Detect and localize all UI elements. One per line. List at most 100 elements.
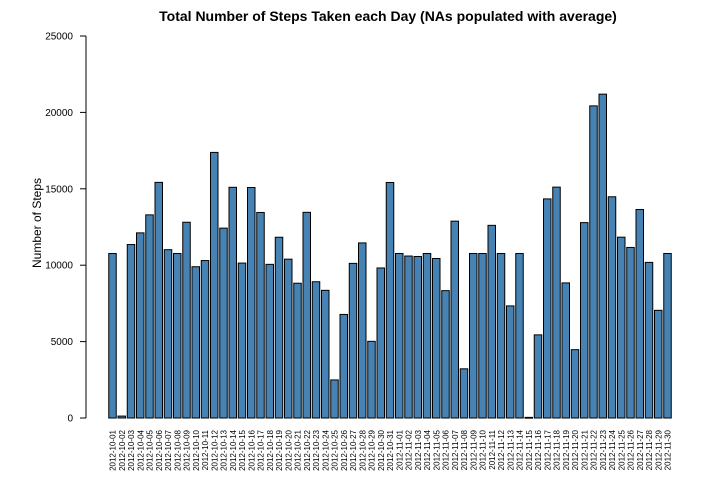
x-tick-label: 2012-10-09: [183, 429, 192, 470]
bar: [617, 236, 626, 419]
bar: [580, 222, 589, 419]
x-tick-label: 2012-10-13: [220, 429, 229, 470]
bar: [376, 267, 385, 419]
bar: [626, 246, 635, 419]
bar: [598, 93, 607, 419]
y-tick-label: 10000: [45, 261, 73, 272]
bar: [145, 214, 154, 419]
x-tick-label: 2012-11-30: [664, 429, 673, 470]
x-tick-label: 2012-10-27: [349, 429, 358, 470]
x-tick-label: 2012-10-25: [331, 429, 340, 470]
bar: [136, 232, 145, 419]
bar: [413, 255, 422, 419]
bar: [441, 290, 450, 419]
x-tick-label: 2012-11-16: [534, 429, 543, 470]
bar: [126, 244, 136, 419]
x-tick-label: 2012-11-24: [608, 429, 617, 470]
bar: [654, 309, 663, 419]
x-tick-label: 2012-10-24: [321, 429, 330, 470]
x-tick-label: 2012-11-22: [590, 429, 599, 470]
bar: [432, 257, 441, 419]
bar: [228, 186, 237, 419]
bar: [108, 252, 117, 419]
x-tick-label: 2012-10-11: [201, 429, 210, 470]
bar: [358, 242, 367, 419]
bar: [607, 196, 617, 419]
x-tick-label: 2012-11-03: [414, 429, 423, 470]
x-tick-label: 2012-10-30: [377, 429, 386, 470]
bar: [154, 181, 163, 419]
x-tick-label: 2012-11-29: [654, 429, 663, 470]
bar: [163, 249, 173, 419]
bar: [284, 258, 293, 419]
x-axis-tick-labels: 2012-10-01 2012-10-02 2012-10-03 2012-10-04…: [109, 429, 673, 470]
x-tick-label: 2012-10-03: [127, 429, 136, 470]
chart-title: Total Number of Steps Taken each Day (NA…: [159, 8, 617, 24]
x-tick-label: 2012-10-29: [368, 429, 377, 470]
bar: [589, 105, 598, 419]
bar: [302, 211, 311, 419]
y-tick-label: 5000: [51, 337, 74, 348]
x-tick-label: 2012-10-14: [229, 429, 238, 470]
x-tick-label: 2012-10-26: [340, 429, 349, 470]
bar: [237, 262, 247, 419]
y-axis-label: Number of Steps: [30, 178, 44, 268]
bar: [524, 416, 533, 419]
bars: [108, 93, 672, 419]
x-tick-label: 2012-11-15: [525, 429, 534, 470]
y-axis: 0 5000 10000 15000 20000 25000: [45, 32, 87, 425]
bar: [191, 266, 200, 419]
y-tick-label: 15000: [45, 184, 73, 195]
y-tick-label: 25000: [45, 32, 73, 43]
x-tick-label: 2012-11-26: [627, 429, 636, 470]
x-tick-label: 2012-11-12: [497, 429, 506, 470]
bar: [487, 224, 496, 419]
bar: [247, 187, 256, 419]
bar: [644, 261, 654, 419]
x-tick-label: 2012-10-18: [266, 429, 275, 470]
bar: [663, 252, 672, 419]
x-tick-label: 2012-10-15: [238, 429, 247, 470]
x-tick-label: 2012-11-18: [553, 429, 562, 470]
x-tick-label: 2012-11-17: [543, 429, 552, 470]
x-tick-label: 2012-10-08: [173, 429, 182, 470]
bar: [348, 262, 358, 419]
bar: [506, 305, 515, 419]
bar: [395, 252, 404, 419]
bar: [321, 289, 330, 419]
bar: [385, 181, 395, 419]
x-tick-label: 2012-11-06: [442, 429, 451, 470]
bar: [496, 253, 506, 419]
x-tick-label: 2012-11-19: [562, 429, 571, 470]
x-tick-label: 2012-10-07: [164, 429, 173, 470]
x-tick-label: 2012-11-05: [432, 429, 441, 470]
bar: [200, 260, 210, 419]
x-tick-label: 2012-10-06: [155, 429, 164, 470]
bar: [469, 252, 478, 419]
x-tick-label: 2012-11-21: [580, 429, 589, 470]
x-tick-label: 2012-10-19: [275, 429, 284, 470]
bar: [422, 252, 432, 419]
x-tick-label: 2012-11-23: [599, 429, 608, 470]
bar: [570, 349, 580, 419]
x-tick-label: 2012-11-02: [405, 429, 414, 470]
x-tick-label: 2012-10-01: [109, 429, 118, 470]
bar: [265, 263, 274, 419]
x-tick-label: 2012-11-28: [645, 429, 654, 470]
x-tick-label: 2012-10-10: [192, 429, 201, 470]
bar: [182, 221, 191, 419]
x-tick-label: 2012-10-23: [312, 429, 321, 470]
bar: [635, 208, 644, 419]
bar: [219, 227, 228, 419]
bar: [311, 281, 321, 419]
bar: [274, 236, 284, 419]
bar: [210, 151, 219, 419]
bar: [459, 368, 469, 419]
bar: [478, 252, 487, 419]
x-tick-label: 2012-10-21: [294, 429, 303, 470]
x-tick-label: 2012-11-20: [571, 429, 580, 470]
x-tick-label: 2012-11-11: [488, 429, 497, 469]
bar: [367, 340, 376, 419]
bar: [293, 282, 302, 419]
x-tick-label: 2012-10-04: [136, 429, 145, 470]
